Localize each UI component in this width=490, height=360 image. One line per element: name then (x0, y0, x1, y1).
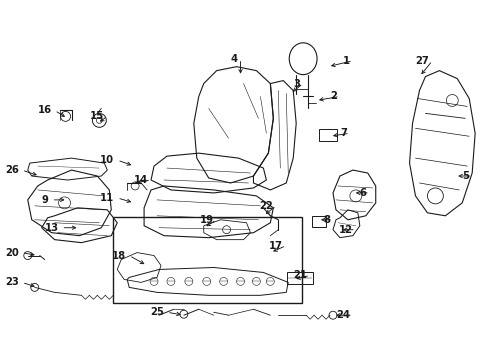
Text: 27: 27 (416, 56, 429, 66)
Text: 14: 14 (134, 175, 148, 185)
Text: 3: 3 (294, 78, 300, 89)
Text: 1: 1 (343, 56, 350, 66)
Text: 18: 18 (112, 251, 126, 261)
Text: 21: 21 (293, 270, 307, 280)
Text: 26: 26 (5, 165, 19, 175)
Text: 9: 9 (42, 195, 49, 205)
Text: 2: 2 (330, 91, 337, 102)
Text: 17: 17 (270, 240, 283, 251)
Text: 25: 25 (150, 307, 164, 317)
Text: 16: 16 (38, 105, 51, 116)
Text: 7: 7 (340, 128, 347, 138)
Text: 6: 6 (360, 188, 367, 198)
Text: 12: 12 (339, 225, 353, 235)
Text: 20: 20 (5, 248, 19, 257)
Text: 10: 10 (100, 155, 114, 165)
Text: 23: 23 (5, 278, 19, 287)
Text: 13: 13 (45, 223, 59, 233)
Text: 5: 5 (462, 171, 469, 181)
Text: 15: 15 (90, 111, 104, 121)
Text: 8: 8 (323, 215, 330, 225)
Text: 22: 22 (260, 201, 273, 211)
Text: 19: 19 (200, 215, 214, 225)
Text: 24: 24 (336, 310, 350, 320)
Text: 11: 11 (100, 193, 114, 203)
Text: 4: 4 (230, 54, 238, 64)
